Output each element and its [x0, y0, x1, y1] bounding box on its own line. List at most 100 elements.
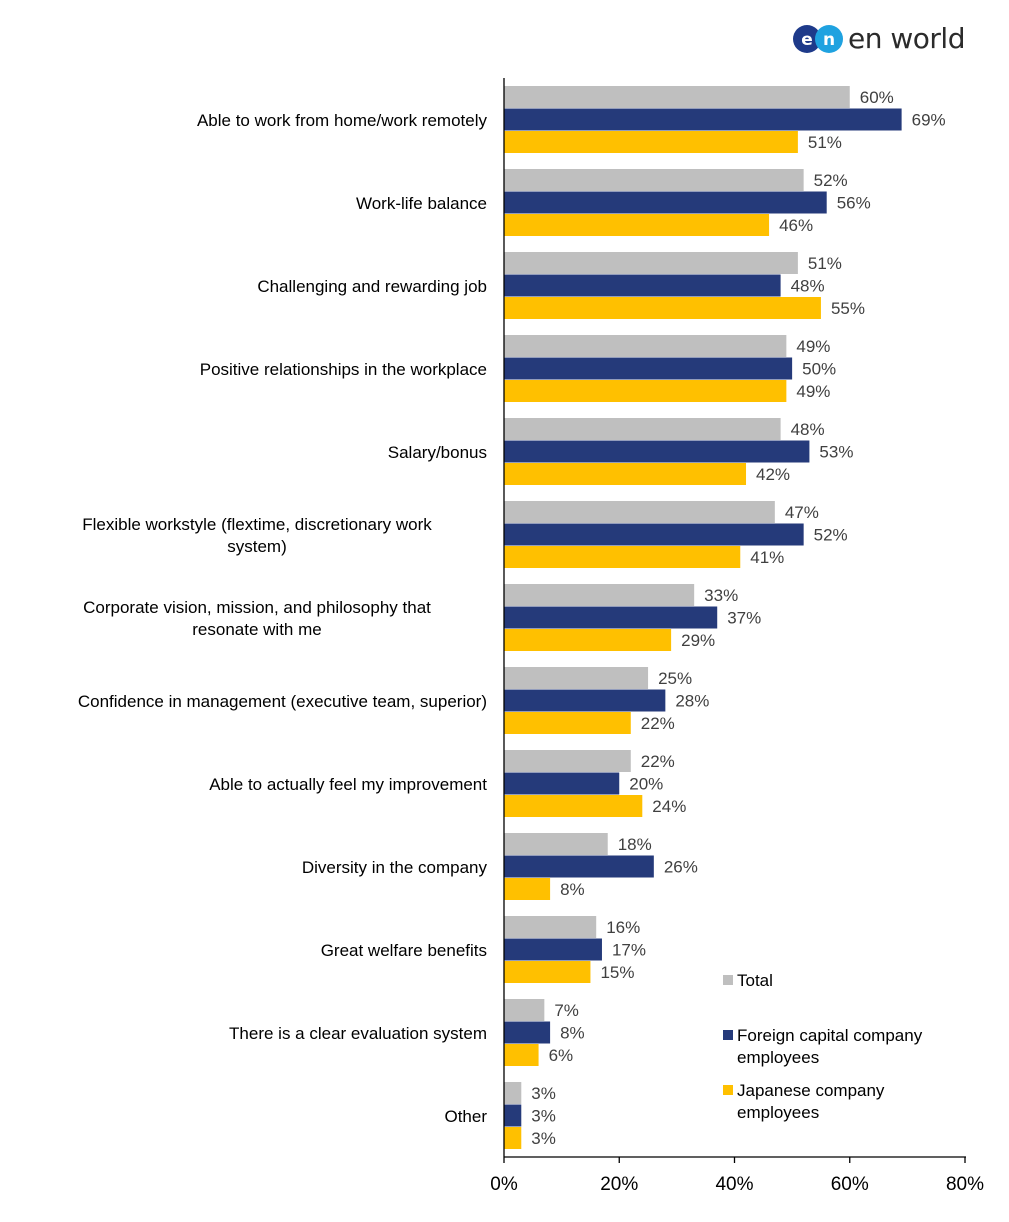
data-label: 17% [612, 941, 646, 960]
svg-text:n: n [823, 30, 835, 50]
x-tick-label: 20% [600, 1174, 638, 1195]
data-label: 48% [791, 277, 825, 296]
data-label: 18% [618, 835, 652, 854]
data-label: 46% [779, 216, 813, 235]
x-tick-label: 0% [490, 1174, 518, 1195]
data-label: 50% [802, 360, 836, 379]
data-label: 3% [531, 1084, 556, 1103]
data-label: 42% [756, 465, 790, 484]
bar-japanese [504, 546, 741, 568]
category-label: Flexible workstyle (flextime, discretion… [82, 515, 432, 556]
bar-total [504, 169, 804, 191]
data-label: 8% [560, 1024, 585, 1043]
category-label: Able to actually feel my improvement [209, 775, 487, 794]
bar-japanese [504, 463, 747, 485]
data-label: 51% [808, 254, 842, 273]
bar-foreign [504, 606, 718, 629]
bar-foreign [504, 357, 793, 380]
bar-foreign [504, 274, 781, 297]
data-label: 22% [641, 752, 675, 771]
data-label: 55% [831, 299, 865, 318]
category-label: Challenging and rewarding job [257, 277, 487, 296]
bar-foreign [504, 689, 666, 712]
bar-japanese [504, 1044, 539, 1066]
legend-label: Total [737, 971, 773, 990]
data-label: 26% [664, 858, 698, 877]
bar-foreign [504, 440, 810, 463]
bar-japanese [504, 961, 591, 983]
x-tick-label: 60% [831, 1174, 869, 1195]
brand-logo: e n en world [792, 22, 965, 55]
data-label: 6% [549, 1046, 574, 1065]
bar-total [504, 335, 787, 357]
legend-swatch [723, 1030, 733, 1040]
bar-total [504, 501, 775, 523]
data-label: 24% [652, 797, 686, 816]
data-label: 52% [814, 526, 848, 545]
data-label: 52% [814, 171, 848, 190]
legend-label: Japanese company employees [737, 1081, 885, 1122]
bar-total [504, 916, 597, 938]
data-label: 49% [796, 382, 830, 401]
data-label: 28% [675, 692, 709, 711]
brand-name: en world [848, 22, 965, 55]
data-label: 8% [560, 880, 585, 899]
bar-foreign [504, 108, 902, 131]
bar-total [504, 418, 781, 440]
x-tick-label: 40% [715, 1174, 753, 1195]
legend-swatch [723, 1085, 733, 1095]
data-label: 56% [837, 194, 871, 213]
data-label: 69% [912, 111, 946, 130]
bar-foreign [504, 772, 620, 795]
category-label: There is a clear evaluation system [229, 1024, 487, 1043]
x-tick-label: 80% [946, 1174, 984, 1195]
bar-foreign [504, 1021, 551, 1044]
data-label: 3% [531, 1107, 556, 1126]
bar-japanese [504, 878, 551, 900]
bar-japanese [504, 380, 787, 402]
data-label: 48% [791, 420, 825, 439]
data-label: 51% [808, 133, 842, 152]
category-label: Diversity in the company [302, 858, 488, 877]
data-label: 20% [629, 775, 663, 794]
data-label: 49% [796, 337, 830, 356]
data-label: 29% [681, 631, 715, 650]
data-label: 33% [704, 586, 738, 605]
data-label: 16% [606, 918, 640, 937]
bar-japanese [504, 629, 672, 651]
data-label: 60% [860, 88, 894, 107]
legend-label: Foreign capital company employees [737, 1026, 923, 1067]
data-label: 41% [750, 548, 784, 567]
bar-foreign [504, 1104, 522, 1127]
legend-swatch [723, 975, 733, 985]
bar-total [504, 1082, 522, 1104]
bar-foreign [504, 855, 654, 878]
category-label: Great welfare benefits [321, 941, 487, 960]
bar-japanese [504, 131, 798, 153]
data-label: 47% [785, 503, 819, 522]
data-label: 15% [600, 963, 634, 982]
bar-japanese [504, 214, 770, 236]
category-label: Salary/bonus [388, 443, 487, 462]
data-label: 25% [658, 669, 692, 688]
category-label: Work-life balance [356, 194, 487, 213]
bar-japanese [504, 795, 643, 817]
bar-foreign [504, 523, 804, 546]
bar-total [504, 252, 798, 274]
category-label: Corporate vision, mission, and philosoph… [83, 598, 431, 639]
bar-foreign [504, 938, 602, 961]
bar-japanese [504, 1127, 522, 1149]
category-label: Positive relationships in the workplace [200, 360, 487, 379]
bar-japanese [504, 297, 821, 319]
category-label: Other [444, 1107, 487, 1126]
bar-foreign [504, 191, 827, 214]
bar-total [504, 86, 850, 108]
svg-text:e: e [801, 30, 813, 50]
data-label: 7% [554, 1001, 579, 1020]
category-label: Able to work from home/work remotely [197, 111, 488, 130]
en-logo-icon: e n [792, 24, 844, 54]
bar-total [504, 667, 649, 689]
data-label: 22% [641, 714, 675, 733]
bar-japanese [504, 712, 631, 734]
